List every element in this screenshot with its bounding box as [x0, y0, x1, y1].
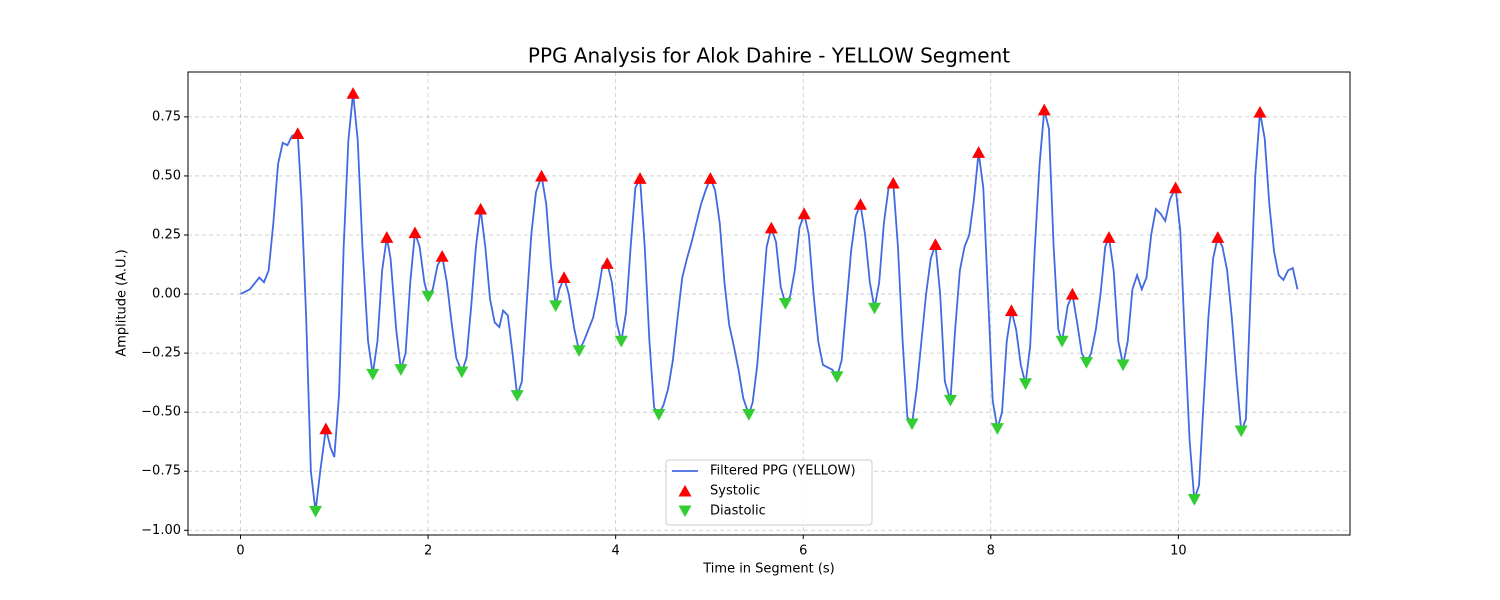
- peak-marker: [309, 505, 323, 518]
- peak-marker: [366, 368, 380, 381]
- peak-marker: [510, 390, 524, 402]
- y-tick-label: −0.50: [141, 405, 181, 420]
- x-tick-label: 2: [424, 544, 432, 559]
- ppg-line: [240, 93, 1299, 512]
- peak-marker: [421, 290, 435, 303]
- peak-marker: [633, 172, 647, 184]
- peak-marker: [600, 257, 614, 269]
- y-tick-label: −0.25: [141, 346, 181, 361]
- peak-marker: [535, 169, 549, 182]
- x-tick-label: 4: [612, 544, 620, 559]
- x-tick-label: 6: [799, 544, 807, 559]
- peak-marker: [1079, 357, 1093, 369]
- plot-frame: [187, 71, 1351, 536]
- peak-marker: [886, 176, 900, 189]
- peak-marker: [1102, 231, 1116, 243]
- peak-marker: [742, 409, 756, 421]
- x-tick-label: 10: [1170, 544, 1187, 559]
- peak-marker: [435, 250, 449, 262]
- peak-marker: [408, 226, 422, 239]
- peak-marker: [652, 409, 666, 421]
- peak-marker: [1211, 231, 1225, 243]
- legend-label: Diastolic: [710, 504, 766, 519]
- x-tick-label: 0: [236, 544, 244, 559]
- peak-marker: [455, 366, 469, 379]
- legend-swatch: [678, 505, 692, 518]
- peak-marker: [868, 302, 882, 315]
- legend: Filtered PPG (YELLOW) Systolic Diastolic: [665, 459, 873, 526]
- chart-title: PPG Analysis for Alok Dahire - YELLOW Se…: [528, 44, 1010, 68]
- peak-marker: [1065, 287, 1079, 300]
- peak-marker: [572, 345, 586, 357]
- x-tick-label: 8: [987, 544, 995, 559]
- peak-marker: [474, 202, 488, 215]
- peak-marker: [830, 371, 844, 383]
- peak-marker: [291, 127, 305, 139]
- peak-marker: [1019, 378, 1033, 390]
- peak-marker: [1004, 304, 1018, 317]
- y-tick-label: 0.25: [152, 227, 181, 242]
- y-tick-label: 0.00: [152, 287, 181, 302]
- y-tick-label: −0.75: [141, 464, 181, 479]
- peak-marker: [1055, 335, 1069, 348]
- peak-marker: [905, 418, 919, 431]
- peak-marker: [394, 364, 408, 376]
- y-tick-label: 0.50: [152, 168, 181, 183]
- peak-marker: [797, 207, 811, 220]
- peak-marker: [853, 198, 867, 210]
- peak-marker: [972, 146, 986, 158]
- peak-marker: [778, 297, 792, 310]
- peak-marker: [1037, 103, 1051, 116]
- peak-marker: [549, 300, 563, 313]
- peak-marker: [557, 271, 571, 284]
- peak-marker: [1234, 425, 1248, 438]
- peak-marker: [1187, 494, 1201, 506]
- peak-marker: [928, 238, 942, 250]
- peak-marker: [346, 87, 360, 99]
- peak-marker: [614, 335, 628, 348]
- peak-marker: [943, 394, 957, 407]
- peak-marker: [1116, 359, 1130, 372]
- legend-swatch: [678, 484, 692, 497]
- y-tick-label: 0.75: [152, 109, 181, 124]
- x-axis-label: Time in Segment (s): [702, 562, 834, 577]
- peak-marker: [1169, 181, 1183, 194]
- legend-box: [665, 459, 873, 526]
- legend-label: Systolic: [710, 484, 760, 499]
- peak-marker: [764, 221, 778, 234]
- y-tick-label: −1.00: [141, 523, 181, 538]
- peak-marker: [380, 231, 394, 243]
- peak-marker: [703, 172, 717, 184]
- peak-marker: [1253, 105, 1267, 118]
- y-axis-label: Amplitude (A.U.): [115, 249, 130, 356]
- legend-label: Filtered PPG (YELLOW): [710, 464, 856, 479]
- peak-marker: [319, 422, 333, 435]
- peak-marker: [990, 423, 1004, 435]
